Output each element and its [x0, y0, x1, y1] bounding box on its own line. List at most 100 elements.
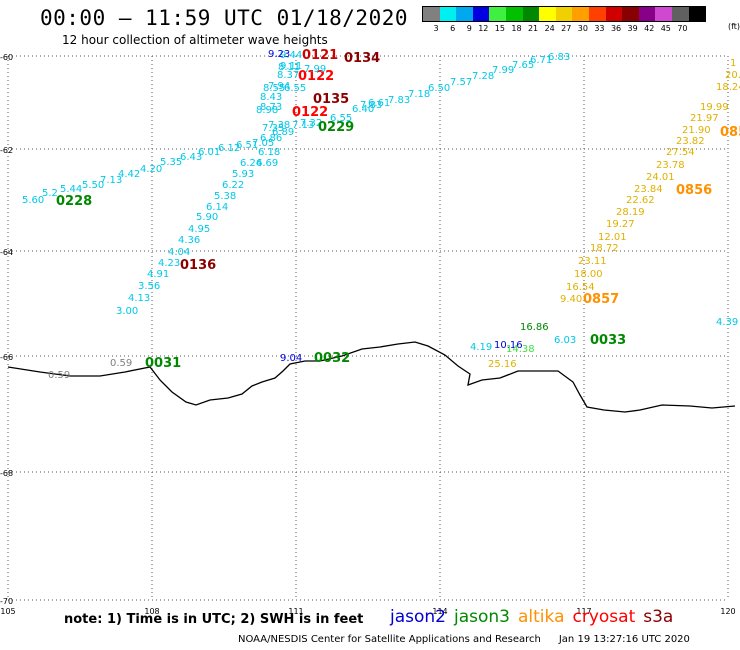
swh-value: 5.93 [232, 169, 254, 180]
legend-units: (ft) [728, 22, 740, 31]
legend-swatch [472, 7, 490, 21]
swh-value: 4.95 [188, 224, 210, 235]
swh-value: 7.57 [450, 77, 472, 88]
swh-value: 1 [730, 58, 736, 69]
swh-value: 6.61 [368, 98, 390, 109]
legend-label: 39 [627, 24, 638, 33]
swh-value: 7.83 [388, 95, 410, 106]
swh-value: 10.16 [494, 340, 523, 351]
swh-value: 6.51 [236, 140, 258, 151]
swh-value: 4.13 [128, 293, 150, 304]
pass-time-label: 0122 [292, 105, 328, 120]
swh-value: 7.28 [472, 71, 494, 82]
swh-value: 18.00 [574, 269, 603, 280]
legend-label: 12 [478, 24, 489, 33]
swh-value: 9.11 [280, 61, 302, 72]
swh-value: 4.19 [470, 342, 492, 353]
swh-value: 8.37 [277, 70, 299, 81]
legend-swatch [555, 7, 573, 21]
swh-value: 5.38 [214, 191, 236, 202]
lat-tick-label: -64 [0, 248, 13, 257]
legend-swatch [622, 7, 639, 21]
swh-value: 23.82 [676, 136, 705, 147]
swh-value: 23.84 [634, 184, 663, 195]
swh-value: 6.50 [428, 83, 450, 94]
swh-value: 25.16 [488, 359, 517, 370]
pass-time-label: 0033 [590, 333, 626, 348]
satellite-legend: jason2 jason3 altika cryosat s3a [390, 607, 681, 627]
swh-value: 6.69 [256, 158, 278, 169]
swh-value: 7.13 [292, 120, 314, 131]
swh-value: 6.83 [548, 52, 570, 63]
lon-tick-label: 108 [144, 607, 159, 616]
legend-label: 6 [450, 24, 456, 33]
pass-time-label: 0228 [56, 194, 92, 209]
lon-tick-label: 117 [576, 607, 591, 616]
swh-value: 6.86 [260, 133, 282, 144]
swh-value: 4.20 [140, 164, 162, 175]
swh-value: 6.89 [272, 127, 294, 138]
swh-labels: 5.605.2 5.44 5.507.134.42 4.205.356.436.016… [22, 48, 740, 381]
legend-swatch [638, 7, 656, 21]
legend-label: 45 [660, 24, 671, 33]
swh-value: 8.43 [260, 92, 282, 103]
coastline [7, 341, 736, 413]
legend-swatch [522, 7, 540, 21]
legend-swatch [539, 7, 556, 21]
swh-value: 5.60 [22, 195, 44, 206]
satellite-name: s3a [643, 607, 674, 627]
timestamp: Jan 19 13:27:16 UTC 2020 [558, 634, 690, 645]
swh-value: 9.04 [280, 353, 302, 364]
legend-label: 21 [527, 24, 539, 33]
legend-label: 33 [594, 24, 605, 33]
swh-value: 6.43 [180, 152, 202, 163]
swh-value: 9.44 [280, 50, 302, 61]
pass-time-label: 0229 [318, 120, 354, 135]
legend-swatch [489, 7, 506, 21]
swh-value: 7.18 [408, 89, 430, 100]
lon-tick-label: 114 [432, 607, 447, 616]
legend-label: 27 [561, 24, 572, 33]
swh-value: 6.03 [554, 335, 576, 346]
swh-value: 23.11 [578, 256, 607, 267]
swh-value: 7.99 [492, 65, 514, 76]
swh-value: 7.94 [268, 81, 290, 92]
wave-height-legend: 3 6 9 12 15 18 21 24 27 30 33 36 39 42 45 70 (ft) [422, 6, 740, 33]
swh-value: 4.42 [118, 169, 140, 180]
swh-value: 16.54 [566, 282, 595, 293]
pass-time-label: 0122 [298, 69, 334, 84]
swh-value: 7.05 [252, 138, 274, 149]
swh-value: 16.86 [520, 322, 549, 333]
swh-value: 5.2 [42, 188, 58, 199]
swh-value: 3.56 [138, 281, 160, 292]
lon-tick-label: 120 [720, 607, 735, 616]
lat-tick-label: -60 [0, 53, 13, 62]
swh-value: 5.44 [60, 184, 82, 195]
legend-label: 9 [466, 24, 472, 33]
swh-value: 20. [725, 70, 740, 81]
swh-value: 9.40 [560, 294, 582, 305]
swh-value: 8.11 [278, 62, 300, 73]
credit-text: NOAA/NESDIS Center for Satellite Applica… [238, 634, 541, 645]
lat-tick-label: -62 [0, 146, 13, 155]
swh-value: 12.01 [598, 232, 627, 243]
swh-value: 6.18 [258, 147, 280, 158]
swh-value: 4.39 [716, 317, 738, 328]
lat-tick-label: -68 [0, 469, 13, 478]
legend-label: 30 [577, 24, 588, 33]
graticule [7, 55, 729, 601]
legend-swatch [456, 7, 473, 21]
lon-tick-label: 105 [0, 607, 15, 616]
swh-value: 18.24 [716, 82, 740, 93]
map-title: 00:00 – 11:59 UTC 01/18/2020 [40, 6, 409, 30]
pass-time-label: 0032 [314, 351, 350, 366]
swh-value: 19.99 [700, 102, 729, 113]
swh-value: 8.98 [256, 105, 278, 116]
swh-value: 7.13 [100, 175, 122, 186]
pass-time-label: 0136 [180, 258, 216, 273]
legend-label: 36 [610, 24, 622, 33]
swh-value: 8.73 [260, 102, 282, 113]
swh-value: 6.12 [218, 143, 240, 154]
